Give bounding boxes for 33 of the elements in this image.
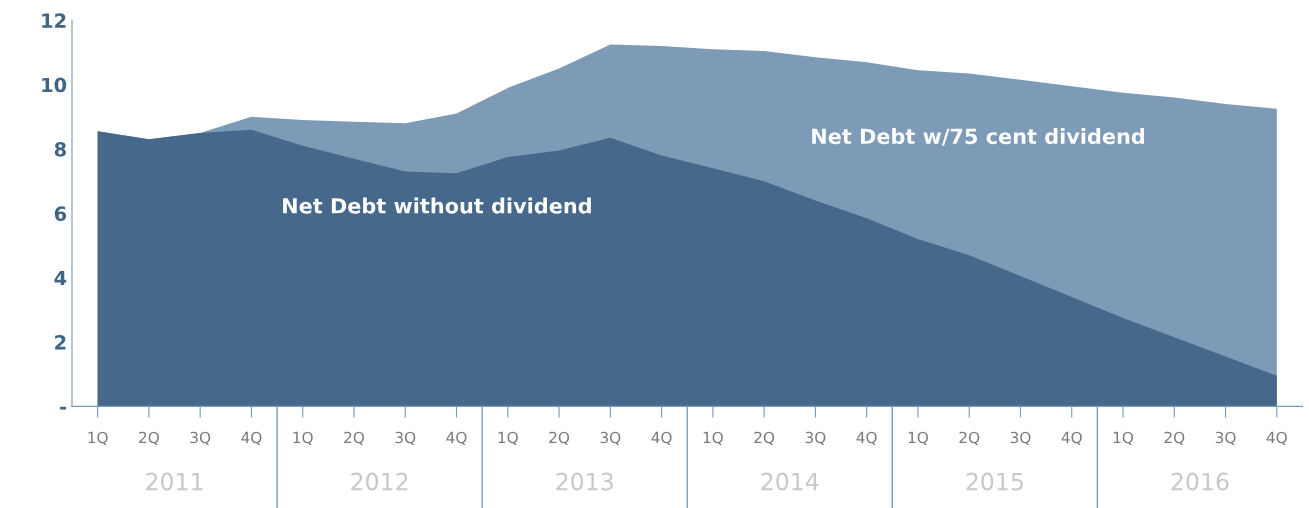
y-tick-label: 2 xyxy=(55,335,66,350)
x-tick-label: 4Q xyxy=(856,431,877,445)
x-tick-label: 3Q xyxy=(805,431,826,445)
x-tick-label: 4Q xyxy=(241,431,262,445)
x-tick-label: 2Q xyxy=(959,431,980,445)
x-tick-label: 2Q xyxy=(549,431,570,445)
x-tick-label: 3Q xyxy=(1010,431,1031,445)
x-tick-label: 4Q xyxy=(651,431,672,445)
series-label: Net Debt w/75 cent dividend xyxy=(812,128,1145,146)
y-tick-label: 10 xyxy=(42,77,67,93)
y-tick-label: 12 xyxy=(42,13,66,28)
x-tick-label: 2Q xyxy=(139,431,159,445)
x-tick-label: 3Q xyxy=(1215,431,1236,445)
x-tick-label: 4Q xyxy=(446,431,467,445)
y-tick-label: 8 xyxy=(54,141,66,157)
x-tick-label: 1Q xyxy=(498,431,518,445)
x-tick-label: 1Q xyxy=(703,431,723,445)
x-tick-label: 3Q xyxy=(190,431,211,445)
x-tick-label: 3Q xyxy=(600,431,621,445)
x-tick-label: 1Q xyxy=(1113,431,1134,445)
y-tick-label: - xyxy=(60,406,67,410)
x-tick-label: 2Q xyxy=(754,431,775,445)
x-tick-label: 4Q xyxy=(1266,431,1287,445)
y-tick-label: 4 xyxy=(54,270,67,286)
x-tick-label: 2Q xyxy=(1164,431,1185,445)
x-tick-label: 1Q xyxy=(88,431,108,445)
x-tick-label: 2Q xyxy=(344,431,364,445)
x-tick-label: 4Q xyxy=(1061,431,1082,445)
x-tick-label: 3Q xyxy=(395,431,416,445)
x-tick-label: 1Q xyxy=(293,431,313,445)
y-tick-label: 6 xyxy=(54,206,67,222)
series-label: Net Debt without dividend xyxy=(283,197,591,214)
x-tick-label: 1Q xyxy=(908,431,928,445)
